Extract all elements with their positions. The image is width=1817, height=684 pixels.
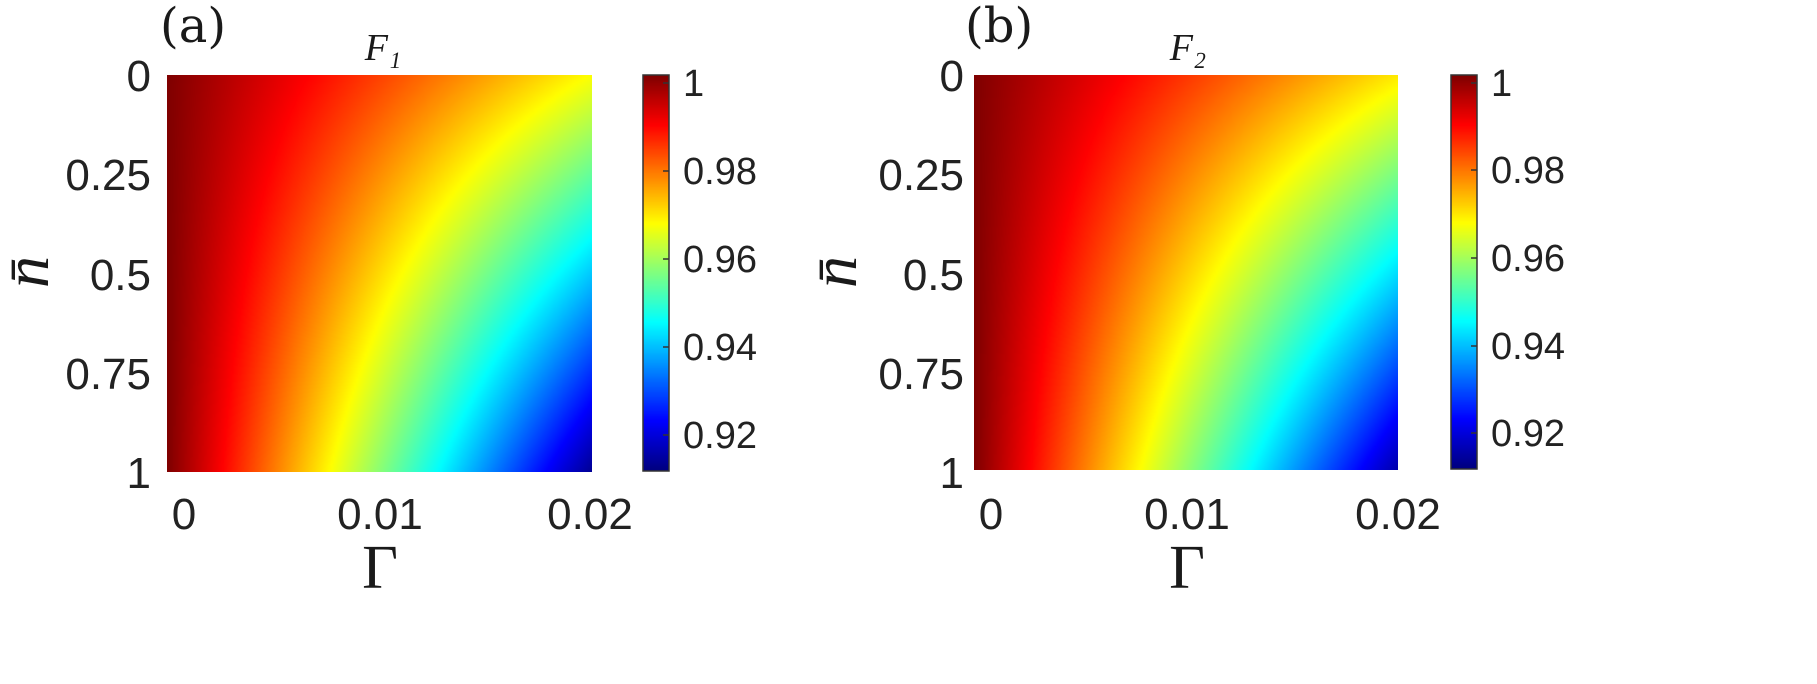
colorbar-tick-label: 1 [1491,63,1512,105]
colorbar-tick-label: 0.98 [683,151,757,193]
colorbar-tick-label: 0.94 [1491,326,1565,368]
colorbar-tick-label: 0.96 [683,239,757,281]
x-tick-label: 0 [172,490,196,539]
heatmap-image-b [974,75,1398,470]
panel-a: (a) F₁ 0 0.25 0.5 0.75 1 0 0.01 0.02 Γ n… [0,0,757,602]
colorbar-tick-label: 0.98 [1491,150,1565,192]
colorbar-tick-label: 0.92 [683,415,757,457]
colorbar-frame-b [1450,74,1478,470]
y-tick-label: 1 [940,449,964,498]
panel-label-a: (a) [160,0,226,54]
heatmap-image-a [167,75,592,472]
colorbar-b [1451,75,1477,469]
y-tick-label: 0.25 [878,151,964,200]
colorbar-a [643,75,669,471]
y-tick-label: 0.75 [65,350,151,399]
y-tick-label: 1 [127,449,151,498]
panel-title-b: F₂ [1169,27,1206,69]
x-tick-label: 0.01 [1144,490,1230,539]
y-axis-label-b: n̄ [799,256,870,288]
panel-title-a: F₁ [364,27,401,69]
y-tick-label: 0 [940,52,964,101]
colorbar-tick-label: 0.92 [1491,413,1565,455]
x-tick-label: 0.02 [1355,490,1441,539]
panel-label-b: (b) [965,0,1033,54]
y-tick-label: 0.75 [878,350,964,399]
y-tick-label: 0.5 [903,251,964,300]
colorbar-tick-label: 0.96 [1491,238,1565,280]
y-axis-label-a: n̄ [0,256,62,288]
colorbar-tick-label: 0.94 [683,327,757,369]
y-tick-label: 0.5 [90,251,151,300]
x-tick-label: 0.01 [337,490,423,539]
colorbar-ticks-b [1471,82,1477,434]
y-tick-label: 0.25 [65,151,151,200]
x-axis-label-b: Γ [1169,534,1205,602]
x-tick-label: 0.02 [547,490,633,539]
x-tick-label: 0 [979,490,1003,539]
panel-b: (b) F₂ 0 0.25 0.5 0.75 1 0 0.01 0.02 Γ n… [799,0,1565,602]
x-axis-label-a: Γ [362,534,398,602]
y-tick-label: 0 [127,52,151,101]
colorbar-ticks-a [663,82,669,436]
colorbar-frame-a [642,74,670,472]
colorbar-tick-label: 1 [683,63,704,105]
